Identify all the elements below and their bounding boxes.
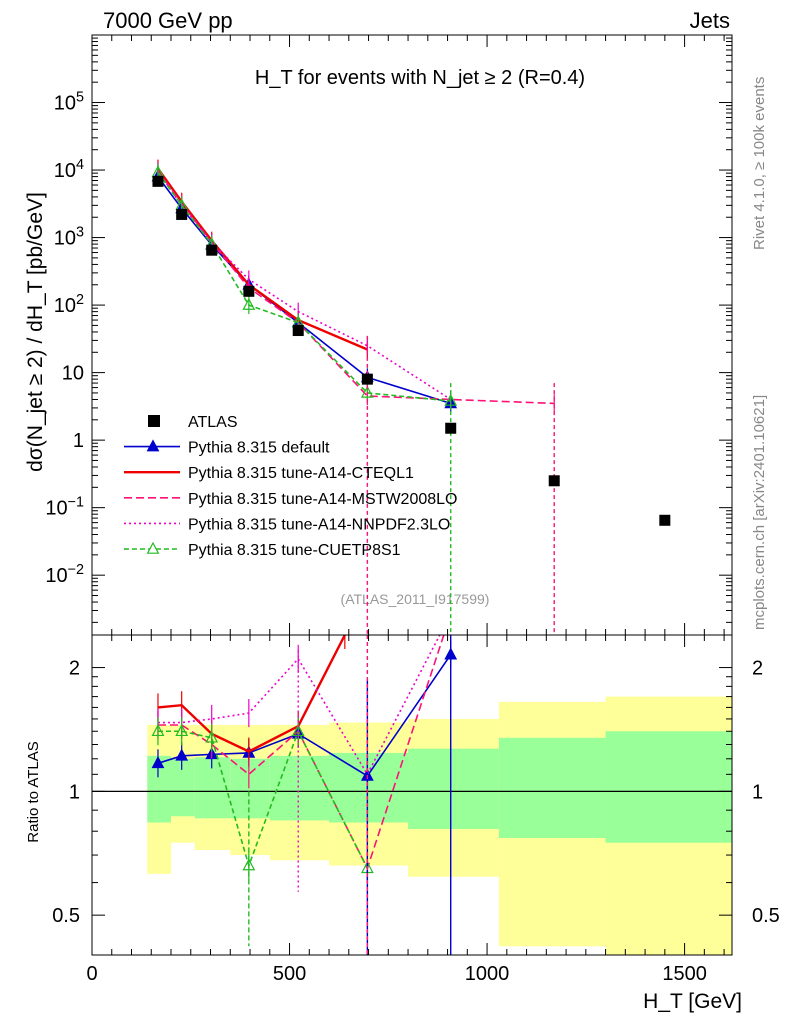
plot-title: H_T for events with N_jet ≥ 2 (R=0.4): [255, 67, 585, 89]
rivet-version-note: Rivet 4.1.0, ≥ 100k events: [751, 77, 768, 250]
main-series-line: [157, 172, 451, 402]
ratio-y-tick-label-right: 0.5: [752, 905, 780, 927]
ratio-series-point: [175, 748, 189, 761]
ratio-y-axis-label: Ratio to ATLAS: [25, 741, 42, 842]
main-panel-series: [151, 159, 671, 635]
main-series-line: [157, 167, 368, 351]
main-y-axis-label: dσ(N_jet ≥ 2) / dH_T [pb/GeV]: [24, 192, 47, 472]
y-tick-label: 103: [54, 225, 84, 250]
ratio-series-point: [205, 730, 219, 743]
legend-label: Pythia 8.315 default: [188, 440, 330, 457]
atlas-data-point: [176, 208, 188, 220]
atlas-data-point: [292, 325, 304, 337]
y-tick-label: 10: [62, 363, 84, 385]
process-label: Jets: [690, 8, 730, 33]
legend-swatch-marker: [146, 439, 160, 452]
y-tick-label: 105: [54, 90, 84, 115]
ratio-series-point: [175, 723, 189, 737]
atlas-data-point: [243, 285, 255, 297]
analysis-id-label: (ATLAS_2011_I917599): [341, 591, 490, 607]
y-tick-label: 10−1: [45, 495, 84, 520]
ratio-inner-band: [147, 755, 172, 823]
ratio-inner-band: [605, 731, 732, 843]
axes: 0 500 1000 1500 10−2 10−1 1 10 102 103 104 105 0.5 0.…: [45, 35, 780, 985]
legend-label: Pythia 8.315 tune-A14-CTEQL1: [188, 465, 414, 482]
ratio-inner-band: [194, 757, 231, 819]
x-tick-label: 0: [86, 963, 97, 985]
ratio-series-line: [157, 635, 346, 753]
atlas-data-point: [152, 175, 164, 187]
ratio-inner-band: [498, 737, 606, 839]
ratio-panel-frame: [91, 634, 733, 956]
main-series-point: [242, 297, 256, 310]
ratio-y-tick-label-left: 1: [69, 781, 80, 803]
y-tick-label: 104: [54, 157, 84, 182]
legend: ATLAS Pythia 8.315 default Pythia 8.315 tu…: [124, 414, 457, 559]
ratio-inner-band: [269, 755, 330, 821]
ratio-inner-band: [171, 758, 195, 817]
ratio-series-point: [151, 723, 165, 737]
ratio-series-point: [242, 858, 256, 871]
x-tick-label: 1500: [662, 963, 707, 985]
ratio-series-point: [291, 723, 305, 737]
atlas-data-point: [548, 475, 560, 487]
y-tick-label: 10−2: [45, 562, 84, 587]
ratio-y-tick-label-left: 0.5: [52, 905, 80, 927]
main-series-point: [360, 385, 374, 398]
ratio-y-tick-label-left: 2: [69, 658, 80, 680]
atlas-data-point: [445, 422, 457, 434]
ratio-uncertainty-bands: [92, 696, 732, 955]
ratio-series-point: [151, 756, 165, 769]
ratio-series-line: [157, 729, 369, 869]
atlas-data-point: [361, 373, 373, 385]
y-tick-label: 1: [73, 430, 84, 452]
ratio-y-tick-label-right: 1: [752, 781, 763, 803]
ratio-panel-series: [151, 635, 458, 955]
main-series-line: [157, 171, 452, 401]
energy-label: 7000 GeV pp: [103, 8, 233, 33]
legend-label: Pythia 8.315 tune-CUETP8S1: [188, 542, 401, 559]
x-axis-label: H_T [GeV]: [643, 990, 742, 1013]
main-series-line: [157, 176, 451, 405]
legend-swatch-atlas: [148, 415, 160, 427]
ratio-inner-band: [408, 748, 499, 829]
ratio-inner-band: [329, 752, 409, 823]
legend-swatch-marker: [146, 541, 160, 554]
mcplots-source-note: mcplots.cern.ch [arXiv:2401.10621]: [751, 395, 768, 630]
ratio-inner-band: [230, 758, 270, 819]
legend-label: Pythia 8.315 tune-A14-MSTW2008LO: [188, 491, 457, 508]
atlas-data-point: [659, 514, 671, 526]
legend-label: Pythia 8.315 tune-A14-NNPDF2.3LO: [188, 516, 450, 533]
x-tick-label: 500: [273, 963, 306, 985]
legend-label-atlas: ATLAS: [188, 414, 238, 431]
x-tick-label: 1000: [465, 963, 510, 985]
atlas-data-point: [206, 244, 218, 256]
ratio-y-tick-label-right: 2: [752, 658, 763, 680]
y-tick-label: 102: [54, 292, 84, 317]
